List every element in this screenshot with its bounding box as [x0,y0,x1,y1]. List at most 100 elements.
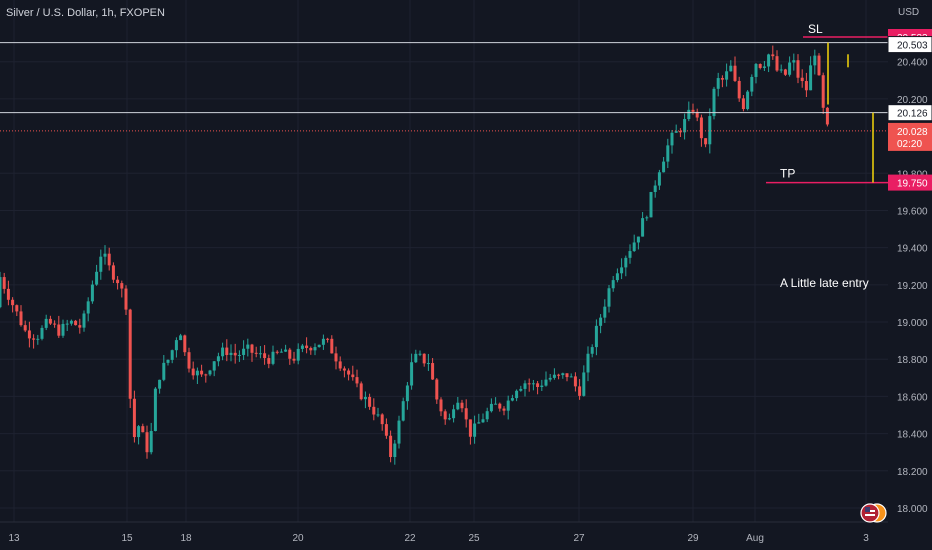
candle-body [792,60,796,63]
time-tick-label: 13 [8,533,20,544]
candle-body [86,301,90,314]
candle-body [183,335,187,353]
candle-body [561,373,565,376]
price-axis[interactable]: USD20.40020.20019.80019.60019.40019.2001… [888,0,932,550]
time-tick-label: 29 [687,533,699,544]
time-tick-label: 20 [292,533,304,544]
candle-body [817,55,821,76]
price-tick-label: 19.000 [897,318,928,329]
candle-body [204,374,208,376]
candle-body [40,327,44,339]
candle-body [754,64,758,77]
candle-body [95,271,99,285]
candle-body [330,338,334,354]
price-axis-bg [888,0,932,550]
candle-body [489,403,493,412]
candle-body [767,54,771,67]
candle-body [590,347,594,354]
candle-body [548,377,552,380]
entry-price-tag-bg [887,104,932,122]
candle-body [174,340,178,351]
candle-body [628,251,632,258]
candle-body [120,283,124,289]
time-tick-label: 15 [121,533,133,544]
candle-body [788,62,792,75]
time-axis[interactable]: 13 15 18 20 22 25 27 29 Aug 3 [0,521,888,550]
candle-body [603,306,607,318]
candle-body [662,161,666,173]
candle-body [321,338,325,345]
time-tick-label: Aug [746,533,764,544]
candle-body [674,131,678,133]
candle-body [670,132,674,146]
candle-body [636,236,640,243]
candle-body [607,288,611,307]
candle-body [783,69,787,75]
candle-body [74,320,78,326]
candle-body [284,349,288,352]
candle-body [229,352,233,355]
candle-body [191,368,195,376]
candle-body [502,408,506,411]
candle-body [296,348,300,361]
upper-line-price-tag: 20.503 [897,41,928,52]
candle-body [275,351,279,353]
candle-body [737,80,741,99]
time-tick-label: 27 [573,533,585,544]
symbol-title[interactable]: Silver / U.S. Dollar, 1h, FXOPEN [6,7,165,19]
candle-body [271,351,275,364]
current-price-tag: 20.028 [897,127,928,138]
candle-body [443,411,447,420]
candle-body [158,379,162,389]
candle-body [746,91,750,110]
sl-label: SL [808,22,823,36]
candle-body [695,111,699,118]
drawing-overlay: SL TP A Little late entry [0,22,888,290]
candle-body [804,81,808,91]
candle-body [359,383,363,400]
candle-body [456,402,460,410]
candle-body [720,78,724,80]
candle-body [620,267,624,274]
candle-body [422,353,426,364]
candle-body [632,242,636,252]
candle-body [0,277,2,308]
candle-body [460,402,464,409]
candle-body [288,349,292,359]
time-tick-label: 22 [404,533,416,544]
candle-body [292,358,296,361]
candle-body [641,218,645,237]
candle-body [309,348,313,351]
candle-body [439,399,443,412]
candle-body [825,107,829,125]
candle-body [355,377,359,384]
candle-body [544,379,548,386]
candle-body [246,344,250,349]
candle-body [44,318,48,328]
candle-body [326,338,330,340]
price-tick-label: 18.800 [897,355,928,366]
candle-body [687,109,691,120]
candle-body [27,330,31,339]
candle-body [107,253,111,266]
candle-body [389,435,393,458]
candle-body [221,347,225,357]
candle-body [733,65,737,81]
candle-body [649,192,653,218]
candle-body [368,396,372,407]
candle-body [569,376,573,378]
candle-body [305,345,309,349]
candle-body [141,426,145,433]
candle-body [380,414,384,425]
current-price-tag-bg [888,122,932,151]
candle-body [565,373,569,378]
price-tick-label: 18.400 [897,430,928,441]
candle-body [552,374,556,378]
candle-body [69,320,73,324]
candle-body [452,409,456,419]
candle-body [498,403,502,409]
candle-body [758,64,762,68]
candle-body [149,431,153,453]
candle-body [800,77,804,82]
